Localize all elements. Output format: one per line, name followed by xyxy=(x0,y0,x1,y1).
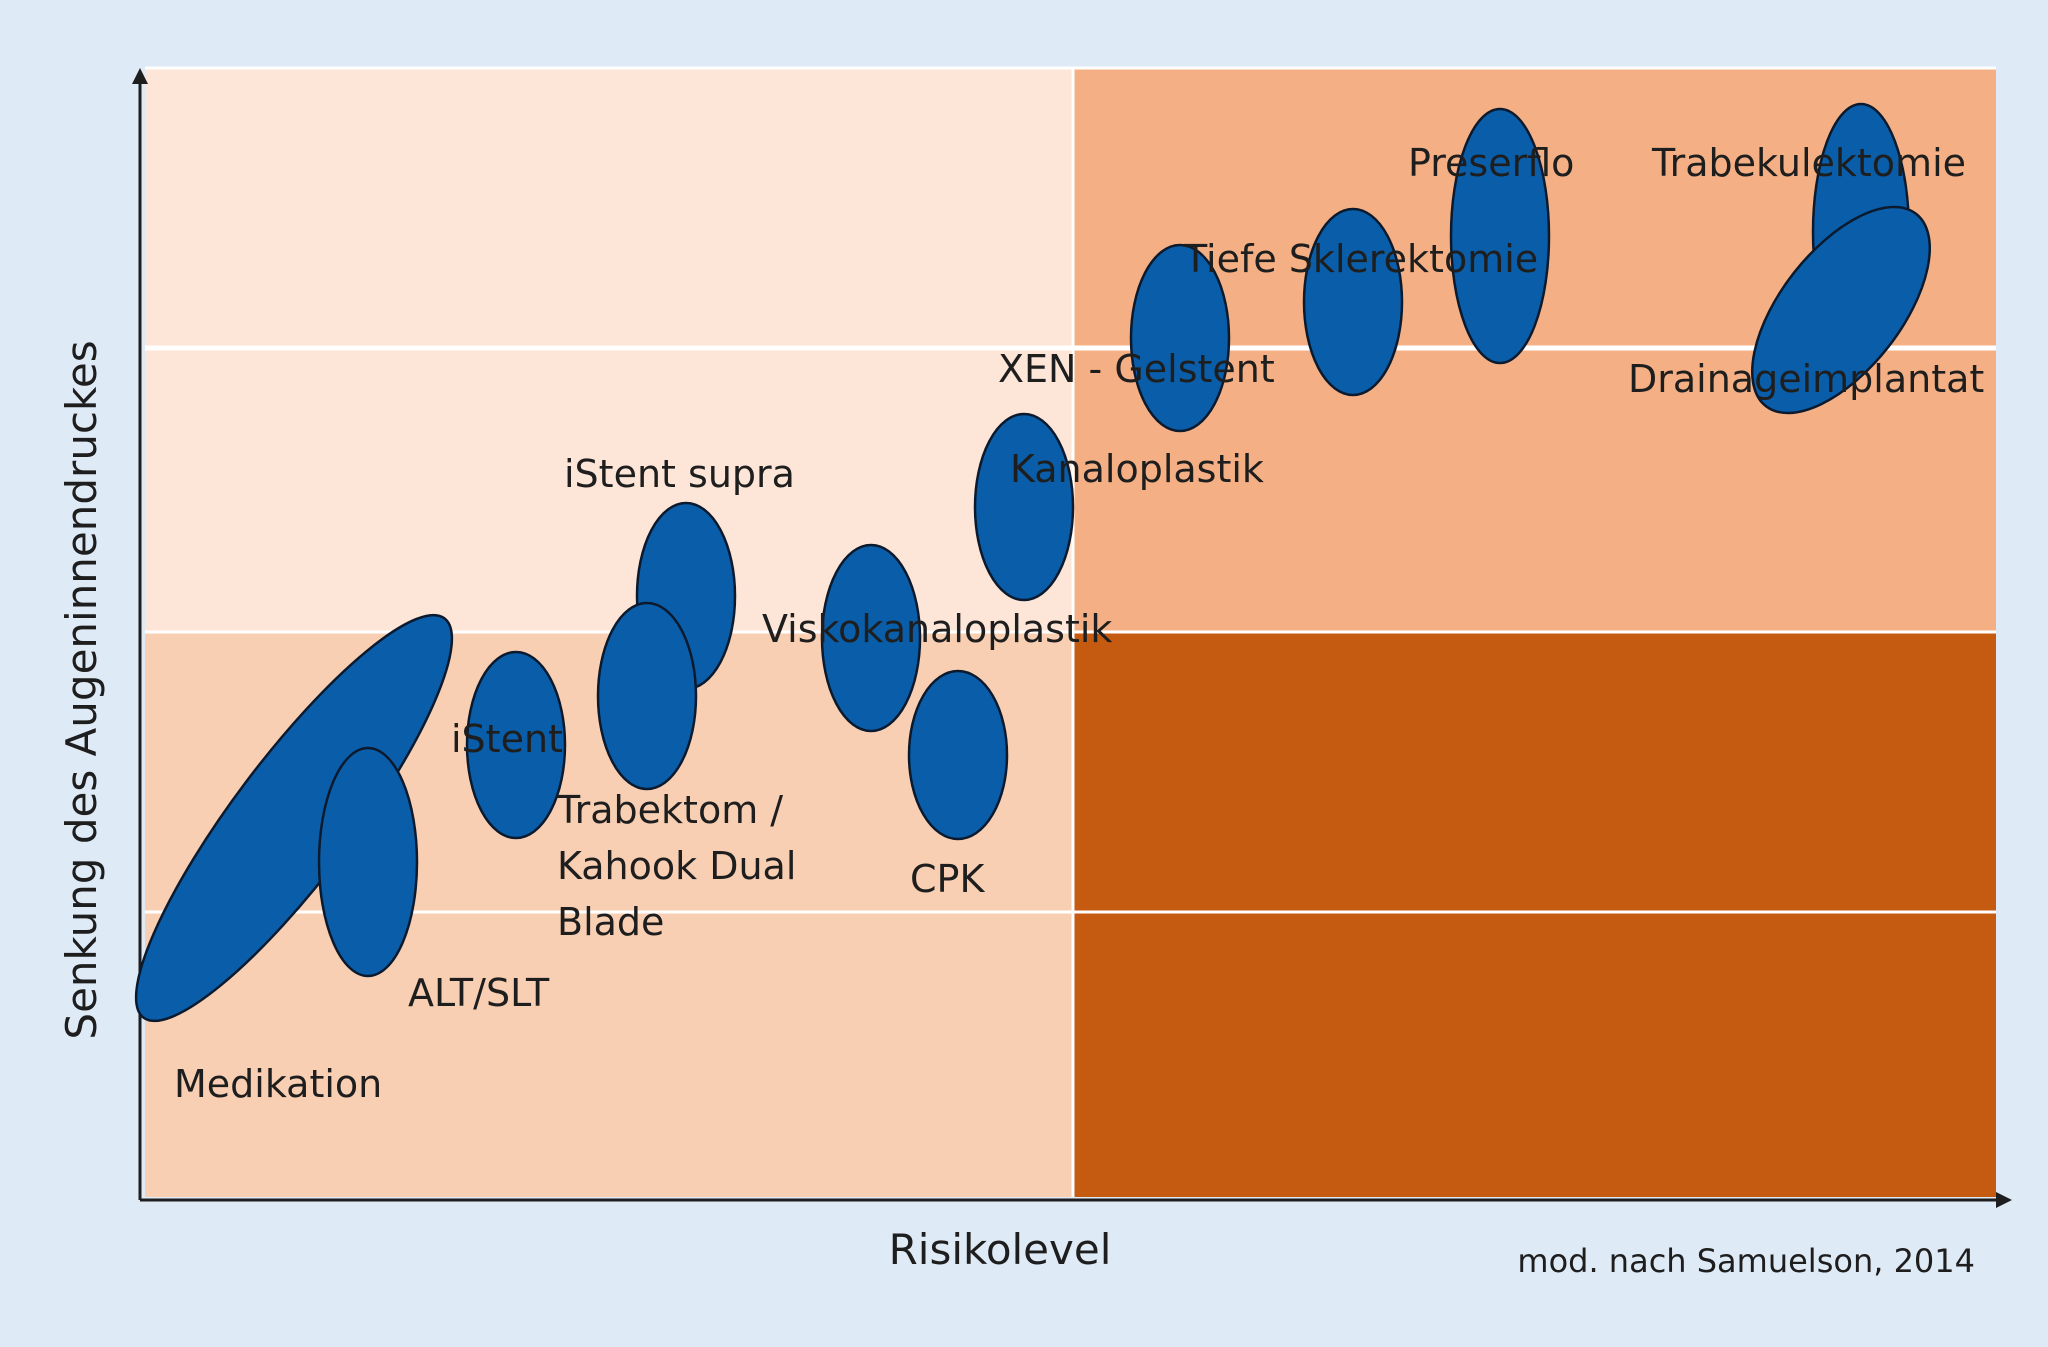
cpk-blob xyxy=(907,669,1009,841)
zone-low-risk-band-4 xyxy=(145,912,1073,1197)
trabektom-label-line-2: Kahook Dual xyxy=(557,844,796,888)
cpk-label: CPK xyxy=(910,857,985,901)
source-credit: mod. nach Samuelson, 2014 xyxy=(1517,1242,1975,1280)
preserflo-label: Preserflo xyxy=(1408,141,1574,185)
y-axis-title: Senkung des Augeninnendruckes xyxy=(57,340,106,1039)
trabekulektomie-label: Trabekulektomie xyxy=(1651,141,1966,185)
medikation-label: Medikation xyxy=(174,1062,382,1106)
viskokanaloplastik-blob xyxy=(820,543,922,733)
istent-label: iStent xyxy=(451,717,563,761)
preserflo-blob xyxy=(1449,107,1551,365)
x-axis-title: Risikolevel xyxy=(889,1225,1112,1274)
zone-high-risk-band-4 xyxy=(1073,912,1996,1197)
istent-supra-label: iStent supra xyxy=(564,452,795,496)
zone-high-risk-band-3 xyxy=(1073,632,1996,912)
trabektom-label-line-3: Blade xyxy=(557,900,664,944)
zone-low-risk-band-2 xyxy=(145,348,1073,632)
trabektom-label: Trabektom / Kahook Dual Blade xyxy=(556,788,809,944)
drainageimplantat-label: Drainageimplantat xyxy=(1628,357,1984,401)
tiefe-sklerektomie-blob xyxy=(1302,207,1404,397)
alt-slt-label: ALT/SLT xyxy=(408,971,550,1015)
procedure-blobs xyxy=(134,102,1932,1023)
kanaloplastik-blob xyxy=(973,412,1075,602)
drainageimplantat-blob xyxy=(1750,205,1932,415)
alt-slt-blob xyxy=(317,746,419,978)
procedure-labels: Medikation ALT/SLT iStent iStent supra T… xyxy=(174,141,1984,1106)
kanaloplastik-label: Kanaloplastik xyxy=(1010,447,1264,491)
zone-high-risk-band-2 xyxy=(1073,348,1996,632)
xen-gelstent-label: XEN - Gelstent xyxy=(998,347,1275,391)
trabektom-blob xyxy=(596,601,698,791)
xen-gelstent-blob xyxy=(1129,243,1231,433)
zone-low-risk-band-1 xyxy=(145,68,1073,348)
tiefe-sklerektomie-label: Tiefe Sklerektomie xyxy=(1183,237,1538,281)
trabektom-label-line-1: Trabektom / xyxy=(556,788,783,832)
viskokanaloplastik-label: Viskokanaloplastik xyxy=(762,607,1112,651)
istent-blob xyxy=(465,650,567,840)
